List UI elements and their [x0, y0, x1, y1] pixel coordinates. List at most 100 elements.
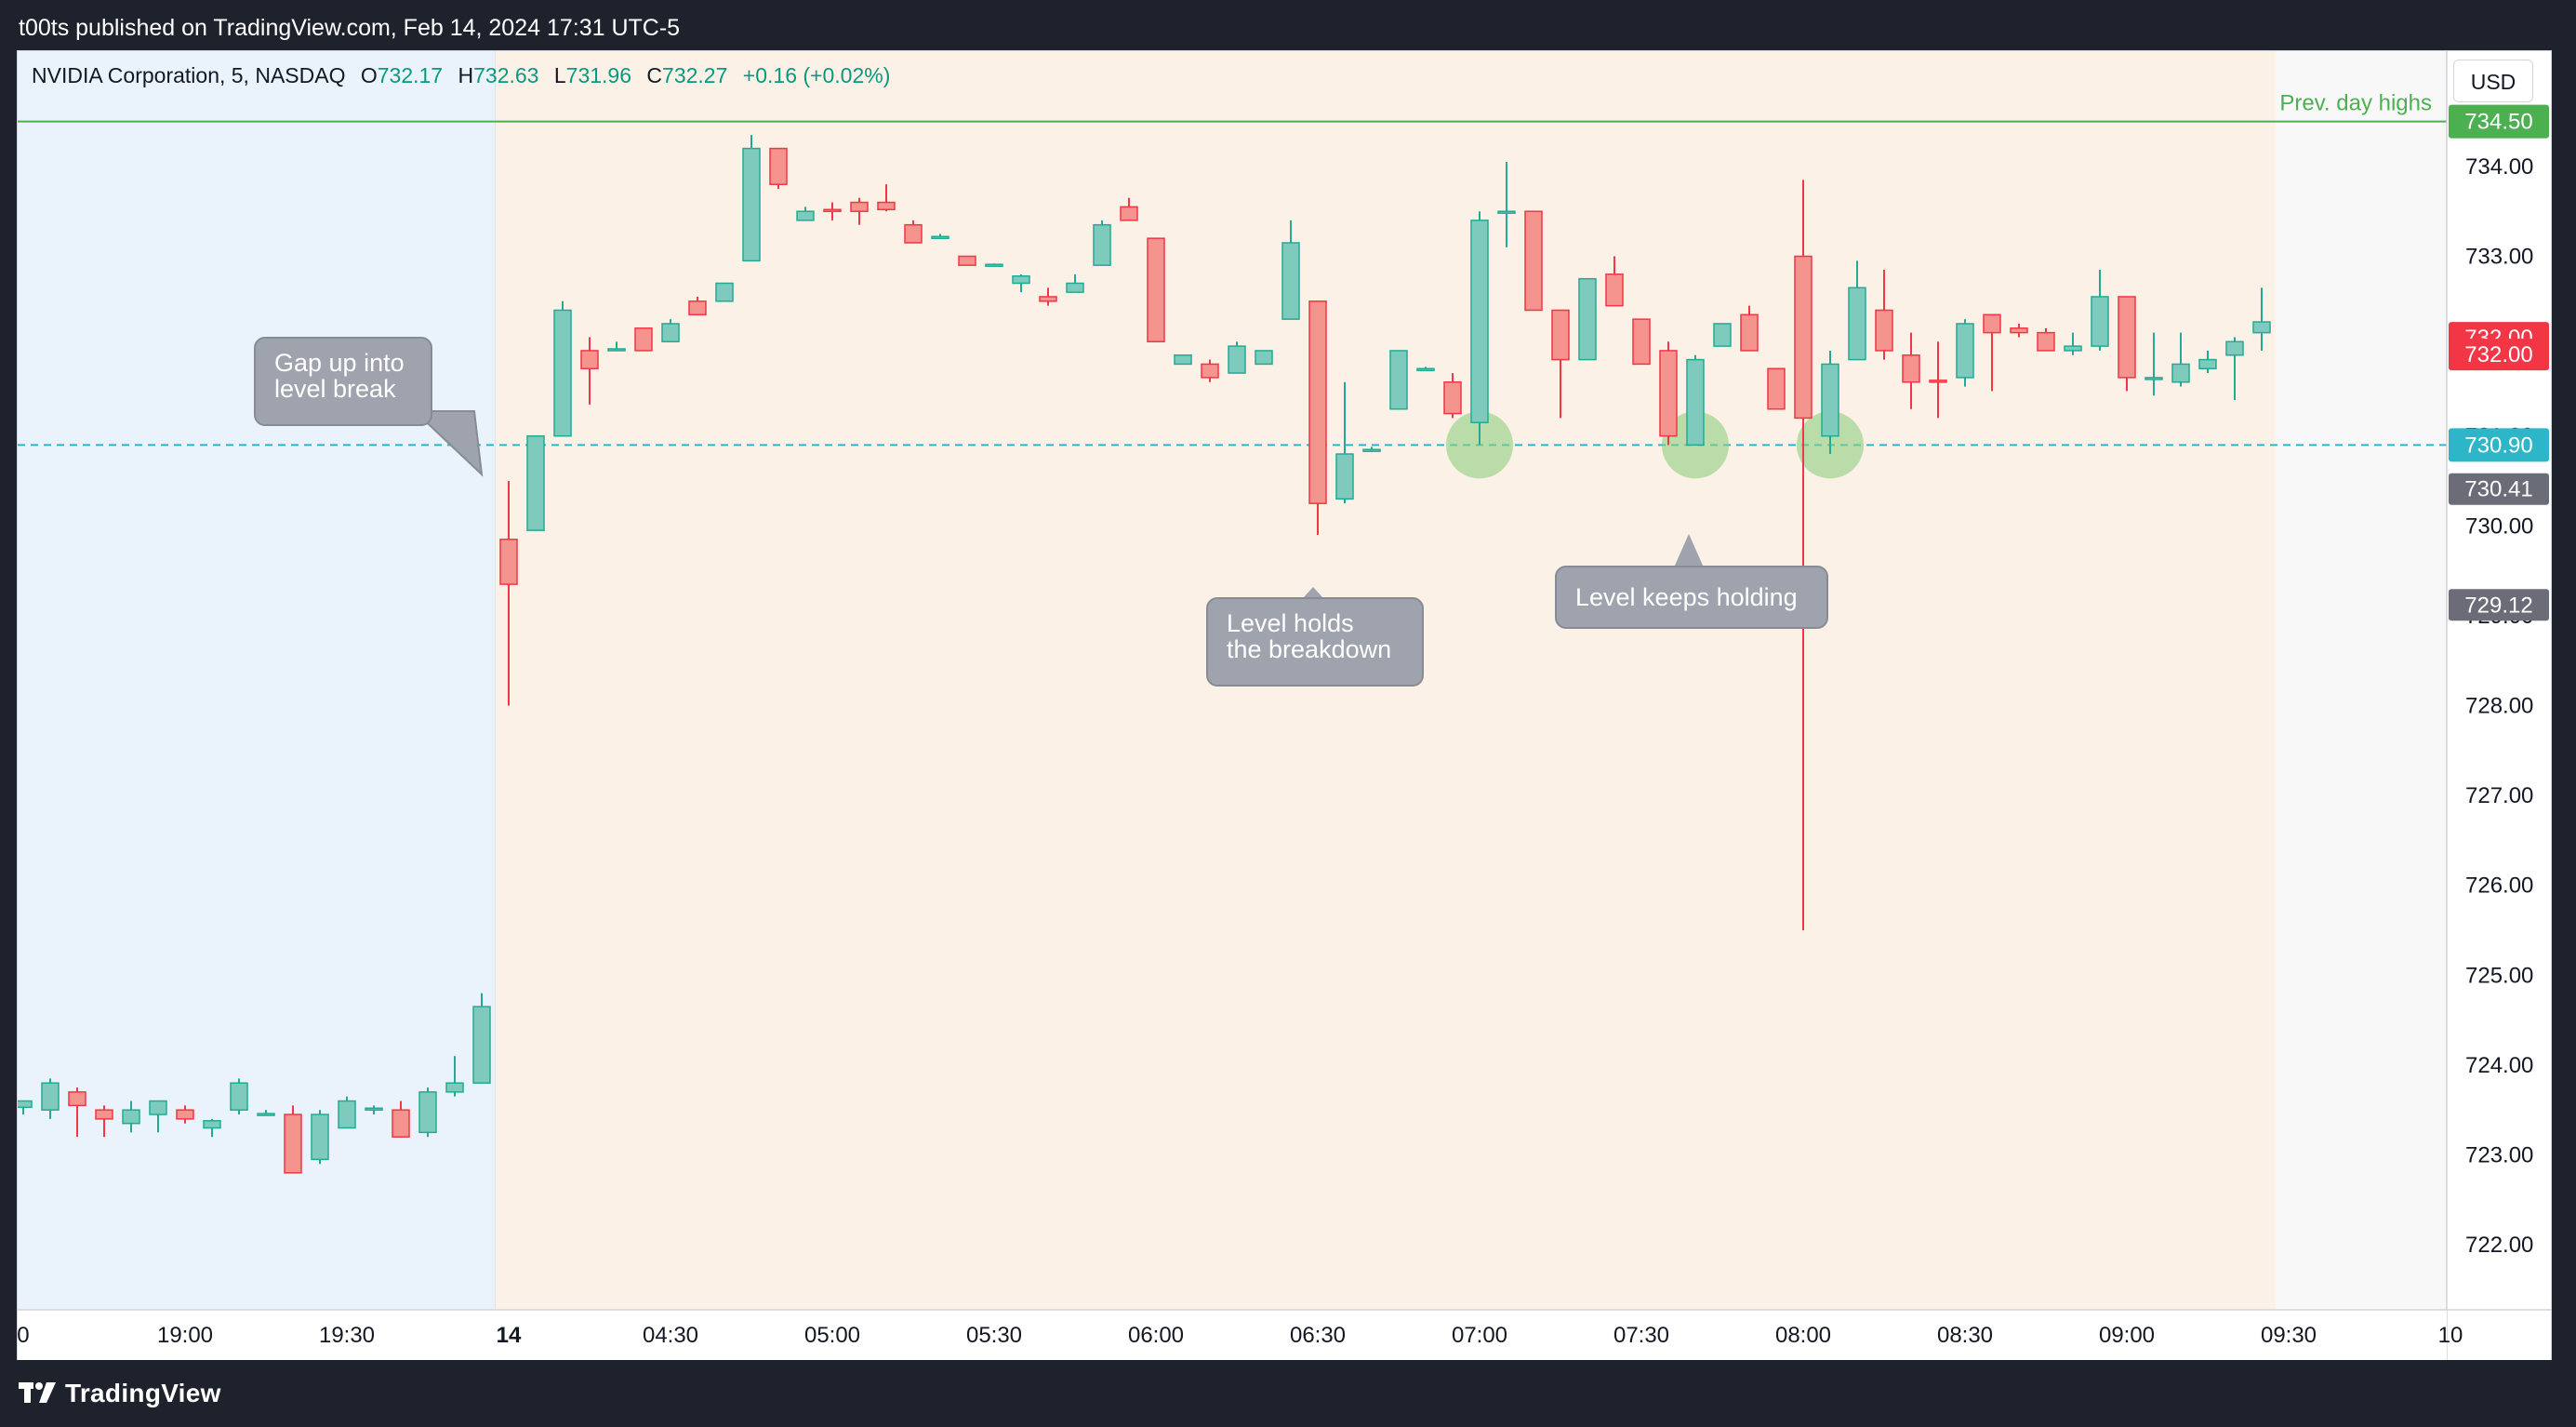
publish-bar: t00ts published on TradingView.com, Feb … [0, 0, 2576, 50]
time-tick-label: 04:30 [643, 1323, 698, 1348]
candle-body [95, 1109, 113, 1120]
key-level-tag [2449, 428, 2549, 462]
candles [18, 135, 2271, 1174]
time-tick-label: 19:00 [157, 1323, 213, 1348]
price-tick-label: 734.00 [2465, 154, 2533, 180]
symbol-legend[interactable]: NVIDIA Corporation, 5, NASDAQ O732.17 H7… [32, 63, 890, 88]
candle-body [1956, 323, 1974, 379]
candle-body [958, 255, 976, 266]
time-tick-label: 10 [2438, 1323, 2463, 1348]
price-tick-label: 727.00 [2465, 783, 2533, 808]
candle-body [904, 223, 923, 244]
price-tick-label: 726.00 [2465, 874, 2533, 899]
candle-body [1713, 323, 1732, 347]
candle-body [985, 263, 1003, 267]
candle-body [2010, 327, 2028, 334]
legend-open: 732.17 [377, 63, 444, 87]
candle-body [526, 434, 545, 531]
legend-low: 731.96 [565, 63, 632, 87]
candle-body [41, 1082, 60, 1111]
candle-body [1848, 287, 1866, 361]
candle-body [850, 201, 869, 212]
holds-callout[interactable]: Level holds the breakdown [1206, 597, 1424, 687]
candle-body [1740, 313, 1759, 352]
candle-body [472, 1006, 491, 1084]
candle-body [1281, 242, 1300, 320]
gap-callout[interactable]: Gap up into level break [254, 337, 432, 426]
price-tag-label: 732.00 [2464, 342, 2532, 367]
candle-body [1308, 300, 1327, 504]
time-tick-label: :30 [18, 1323, 30, 1348]
candle-body [445, 1082, 464, 1093]
time-tick-label: 09:00 [2099, 1323, 2155, 1348]
legend-open-label: O [360, 63, 378, 87]
candle-body [2171, 363, 2190, 383]
candle-body [1875, 309, 1893, 352]
candle-body [68, 1091, 86, 1107]
candle-body [1983, 313, 2001, 334]
legend-symbol: NVIDIA Corporation, 5, NASDAQ [32, 63, 346, 87]
candle-body [634, 327, 653, 352]
prev-day-high-label: Prev. day highs [2279, 91, 2432, 116]
price-tick-label: 733.00 [2465, 245, 2533, 270]
level-price-label: 730.90 [2464, 433, 2532, 458]
candle-body [607, 348, 626, 352]
price-tag [2449, 589, 2549, 621]
candle-body [203, 1120, 221, 1129]
candle-body [2037, 331, 2055, 352]
prev-day-high-tag [2449, 104, 2549, 139]
candle-body [257, 1113, 275, 1116]
time-tick-label: 08:00 [1775, 1323, 1831, 1348]
candle-body [1551, 309, 1570, 361]
time-tick-label: 07:00 [1452, 1323, 1507, 1348]
candle-body [580, 350, 599, 369]
candle-body [2144, 377, 2163, 380]
tradingview-brand: TradingView [65, 1379, 221, 1407]
candle-body [1093, 223, 1111, 266]
candle-body [1443, 380, 1462, 415]
time-tick-label: 06:30 [1290, 1323, 1346, 1348]
candle-body [931, 235, 949, 239]
time-axis-panel [18, 1310, 2447, 1361]
holds-callout-pointer [1303, 587, 1323, 598]
time-tick-label: 07:30 [1613, 1323, 1669, 1348]
candle-body [418, 1091, 437, 1134]
candle-body [2091, 296, 2109, 347]
price-tick-label: 724.00 [2465, 1053, 2533, 1078]
chart-frame[interactable]: Prev. day highs 735.00734.00733.00732.00… [17, 50, 2552, 1362]
legend-high: 732.63 [473, 63, 539, 87]
price-tick-label: 725.00 [2465, 963, 2533, 988]
price-tick-label: 722.00 [2465, 1233, 2533, 1258]
price-tag-label: 729.12 [2464, 593, 2532, 618]
candle-body [1686, 358, 1705, 447]
candle-body [176, 1109, 194, 1120]
candle-body [1632, 318, 1651, 366]
candle-body [230, 1082, 248, 1111]
time-tick-label: 09:30 [2261, 1323, 2317, 1348]
chart-canvas[interactable]: Prev. day highs 735.00734.00733.00732.00… [18, 51, 2551, 1361]
candle-body [715, 282, 734, 302]
time-tick-label: 19:30 [319, 1323, 375, 1348]
candle-body [1147, 237, 1165, 343]
candle-body [2118, 296, 2136, 379]
candle-body [365, 1107, 383, 1112]
candle-body [1929, 380, 1947, 383]
candle-body [823, 208, 842, 213]
candle-body [149, 1100, 167, 1115]
keeps-callout[interactable]: Level keeps holding [1555, 566, 1828, 629]
candle-body [18, 1100, 33, 1109]
candle-body [742, 147, 761, 262]
gap-callout-pointer [412, 410, 484, 477]
candle-body [1066, 282, 1084, 293]
candle-body [1578, 277, 1597, 361]
price-tick-label: 723.00 [2465, 1143, 2533, 1168]
candle-body [1605, 273, 1624, 307]
candle-body [1767, 367, 1786, 410]
time-tick-label: 14 [497, 1323, 522, 1348]
currency-button[interactable]: USD [2453, 60, 2533, 102]
candle-body [1012, 275, 1030, 285]
candle-body [1794, 255, 1812, 420]
candle-body [2252, 321, 2271, 334]
legend-high-label: H [458, 63, 474, 87]
price-tag [2449, 339, 2549, 371]
